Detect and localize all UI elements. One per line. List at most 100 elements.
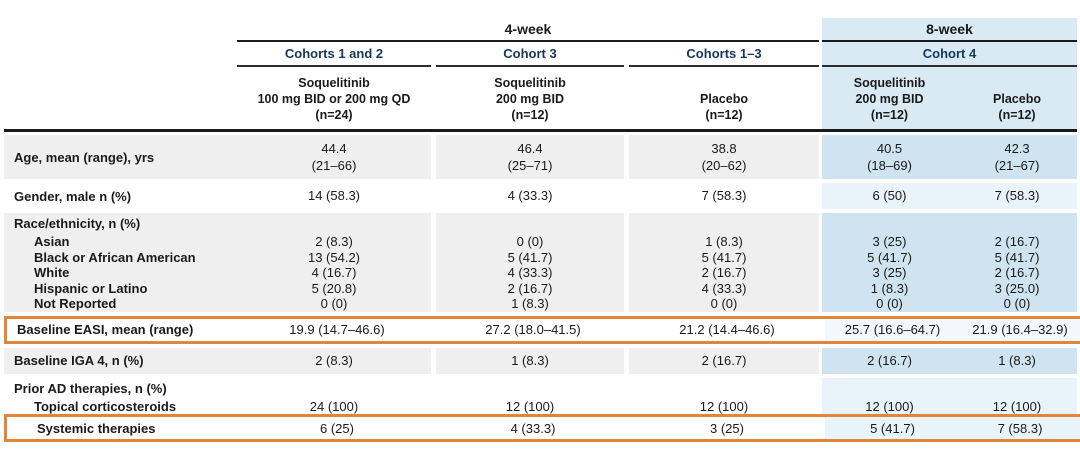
cell-value xyxy=(822,213,957,234)
cell-value: 0 (0) xyxy=(237,296,431,312)
table-section: Prior AD therapies, n (%) Topical cortico… xyxy=(4,377,1080,442)
cell-value: 1 (8.3) xyxy=(436,296,624,312)
cell-value: 2 (16.7) xyxy=(629,347,819,374)
cell-value: 5 (41.7) xyxy=(957,249,1077,265)
cell-value: 1 (8.3) xyxy=(822,280,957,296)
cell-value: 46.4 (25–71) xyxy=(436,135,624,179)
row-label: Hispanic or Latino xyxy=(4,280,237,296)
table-section: Age, mean (range), yrs 44.4 (21–66) 46.4 (25… xyxy=(4,135,1080,179)
treatment-name: Soquelitinib xyxy=(298,76,370,90)
cell-value: 40.5 (18–69) xyxy=(822,135,957,179)
table-header: 4-week 8-week Cohorts 1 and 2 Cohort 3 C… xyxy=(4,18,1080,132)
row-label: Asian xyxy=(4,234,237,250)
cohort-1-2-header: Cohorts 1 and 2 xyxy=(237,42,431,67)
header-spacer xyxy=(4,42,237,67)
cell-value: 3 (25) xyxy=(822,265,957,281)
cell-value: 21.2 (14.4–46.6) xyxy=(632,318,822,341)
cell-value: 27.2 (18.0–41.5) xyxy=(439,318,627,341)
cell-value xyxy=(957,377,1077,399)
cell-value: 12 (100) xyxy=(436,398,624,414)
cell-value: 12 (100) xyxy=(957,398,1077,414)
period-4-week: 4-week xyxy=(237,18,819,42)
cell-value: 7 (58.3) xyxy=(957,183,1077,209)
cell-value: 0 (0) xyxy=(957,296,1077,312)
cell-value: 4 (33.3) xyxy=(436,183,624,209)
treatment-n: (n=24) xyxy=(315,108,353,122)
table-section: Baseline IGA 4, n (%) 2 (8.3) 1 (8.3) 2 (16… xyxy=(4,347,1080,374)
cell-value: 4 (16.7) xyxy=(237,265,431,281)
row-label: Age, mean (range), yrs xyxy=(4,135,237,179)
cell-value: 1 (8.3) xyxy=(436,347,624,374)
cell-value: 2 (16.7) xyxy=(822,347,957,374)
treatment-name: Placebo xyxy=(993,92,1041,106)
cell-value: 7 (58.3) xyxy=(629,183,819,209)
treatment-name: Soquelitinib xyxy=(853,76,926,90)
cell-value: 44.4 (21–66) xyxy=(237,135,431,179)
treatment-header-row: Soquelitinib 100 mg BID or 200 mg QD (n=… xyxy=(4,67,1077,129)
cell-value: 4 (33.3) xyxy=(439,417,627,439)
cell-value: 4 (33.3) xyxy=(436,265,624,281)
cell-value: 12 (100) xyxy=(822,398,957,414)
cell-value: 2 (8.3) xyxy=(237,347,431,374)
header-rule xyxy=(4,129,1077,132)
cell-value: 14 (58.3) xyxy=(237,183,431,209)
table-row: Race/ethnicity, n (%) xyxy=(4,213,1077,234)
cell-value: 24 (100) xyxy=(237,398,431,414)
highlighted-table-row: Systemic therapies 6 (25) 4 (33.3) 3 (25) 5 … xyxy=(4,414,1080,442)
cell-value: 4 (33.3) xyxy=(629,280,819,296)
row-label: Gender, male n (%) xyxy=(4,183,237,209)
cell-value: 3 (25) xyxy=(632,417,822,439)
cohort-4-header: Cohort 4 xyxy=(822,42,1077,67)
cell-value: 0 (0) xyxy=(436,234,624,250)
table-section: Gender, male n (%) 14 (58.3) 4 (33.3) 7 (58… xyxy=(4,183,1080,209)
cohort-3-header: Cohort 3 xyxy=(436,42,624,67)
table-row: Black or African American 13 (54.2) 5 (41.… xyxy=(4,249,1077,265)
cell-value: 6 (25) xyxy=(240,417,434,439)
highlighted-table-row: Baseline EASI, mean (range) 19.9 (14.7–46… xyxy=(4,315,1080,344)
treatment-dose: 200 mg BID xyxy=(495,92,565,106)
period-8-week: 8-week xyxy=(822,18,1077,42)
treatment-n: (n=12) xyxy=(998,108,1036,122)
cell-value: 38.8 (20–62) xyxy=(629,135,819,179)
cell-value: 3 (25) xyxy=(822,234,957,250)
column-header-soquelitinib-200-bid-8week: Soquelitinib 200 mg BID (n=12) xyxy=(822,67,957,129)
treatment-dose: 200 mg BID xyxy=(855,92,924,106)
cohort-header-row: Cohorts 1 and 2 Cohort 3 Cohorts 1–3 Coh… xyxy=(4,42,1077,67)
cell-value: 5 (41.7) xyxy=(629,249,819,265)
cell-value: 7 (58.3) xyxy=(960,417,1080,439)
header-spacer xyxy=(4,18,237,42)
cell-value xyxy=(237,377,431,399)
table-row: Prior AD therapies, n (%) xyxy=(4,377,1077,399)
table-row: Gender, male n (%) 14 (58.3) 4 (33.3) 7 (58… xyxy=(4,183,1077,209)
treatment-n: (n=12) xyxy=(511,108,549,122)
cell-value xyxy=(822,377,957,399)
cell-value: 1 (8.3) xyxy=(957,347,1077,374)
table-row: Asian 2 (8.3) 0 (0) 1 (8.3) 3 (25) 2 (16.7) xyxy=(4,234,1077,250)
cell-value: 2 (16.7) xyxy=(436,280,624,296)
table-row: Baseline IGA 4, n (%) 2 (8.3) 1 (8.3) 2 (16… xyxy=(4,347,1077,374)
column-header-placebo-8week: Placebo (n=12) xyxy=(957,67,1077,129)
table-body: Age, mean (range), yrs 44.4 (21–66) 46.4 (25… xyxy=(4,135,1080,442)
table-row: Not Reported 0 (0) 1 (8.3) 0 (0) 0 (0) 0 (0) xyxy=(4,296,1077,312)
cell-value: 3 (25.0) xyxy=(957,280,1077,296)
table-section: Baseline EASI, mean (range) 19.9 (14.7–46… xyxy=(4,315,1080,344)
cell-value: 5 (20.8) xyxy=(237,280,431,296)
cohorts-1-3-header: Cohorts 1–3 xyxy=(629,42,819,67)
table-row: Age, mean (range), yrs 44.4 (21–66) 46.4 (25… xyxy=(4,135,1077,179)
cell-value: 2 (16.7) xyxy=(957,265,1077,281)
row-label: Baseline EASI, mean (range) xyxy=(7,318,240,341)
row-label: Prior AD therapies, n (%) xyxy=(4,377,237,399)
cell-value: 5 (41.7) xyxy=(436,249,624,265)
column-header-soquelitinib-200-bid: Soquelitinib 200 mg BID (n=12) xyxy=(436,67,624,129)
cell-value: 0 (0) xyxy=(822,296,957,312)
treatment-n: (n=12) xyxy=(870,108,909,122)
cell-value xyxy=(629,377,819,399)
cell-value xyxy=(237,213,431,234)
cell-value: 21.9 (16.4–32.9) xyxy=(960,318,1080,341)
treatment-n: (n=12) xyxy=(705,108,743,122)
cell-value: 42.3 (21–67) xyxy=(957,135,1077,179)
table-section: Race/ethnicity, n (%) Asian 2 (8.3) 0 (0) 1 … xyxy=(4,213,1080,312)
column-header-soquelitinib-100-200: Soquelitinib 100 mg BID or 200 mg QD (n=… xyxy=(237,67,431,129)
cell-value: 19.9 (14.7–46.6) xyxy=(240,318,434,341)
